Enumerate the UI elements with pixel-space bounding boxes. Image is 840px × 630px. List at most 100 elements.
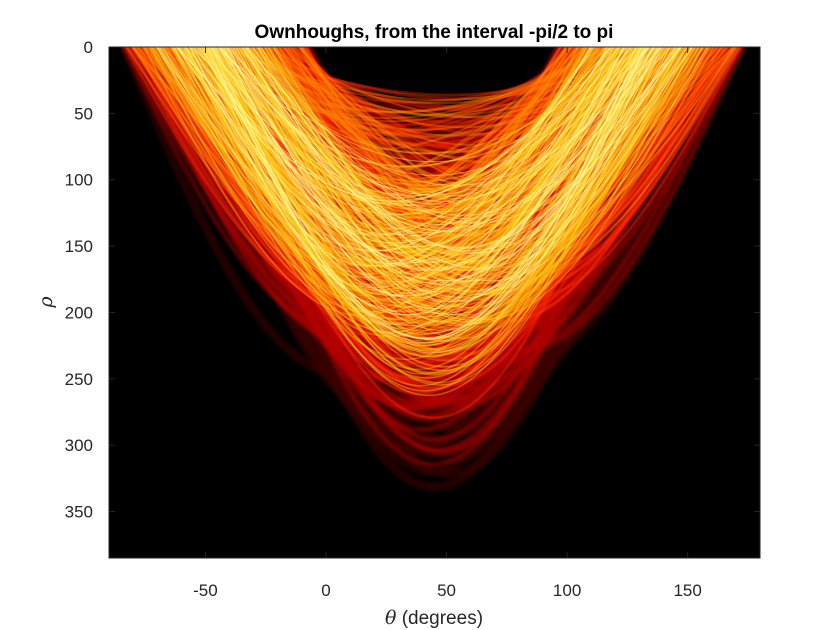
hough-curve xyxy=(245,47,684,338)
hough-curve xyxy=(217,47,653,376)
hough-curve xyxy=(226,47,664,369)
hough-curve xyxy=(218,47,657,350)
hough-curve xyxy=(285,47,724,239)
hough-curve xyxy=(150,47,587,197)
accumulator-layer-4 xyxy=(143,47,711,397)
hough-curve xyxy=(206,47,643,220)
hough-curve xyxy=(147,47,586,292)
hough-curve xyxy=(247,47,686,285)
hough-curve xyxy=(157,47,595,320)
hough-curve xyxy=(141,47,578,235)
hough-curve xyxy=(206,47,643,155)
hough-curve xyxy=(162,47,600,322)
hough-curve xyxy=(150,47,588,297)
hough-curve xyxy=(218,47,658,105)
hough-curve xyxy=(228,47,665,343)
hough-curve xyxy=(159,47,597,288)
hough-curve xyxy=(243,47,683,188)
hough-curve xyxy=(244,47,681,327)
accumulator-layer-1 xyxy=(120,47,746,467)
hough-curve xyxy=(183,47,622,225)
hough-curve xyxy=(192,47,630,264)
hough-curve xyxy=(297,47,736,278)
hough-curve xyxy=(298,47,737,194)
hough-curve xyxy=(235,47,676,327)
hough-curve xyxy=(183,47,624,133)
hough-curve xyxy=(191,47,628,279)
hough-curve xyxy=(265,47,704,236)
hough-curve xyxy=(190,47,629,365)
hough-curve xyxy=(165,47,603,325)
hough-curve xyxy=(182,47,621,338)
hough-curve xyxy=(198,47,635,336)
hough-curve xyxy=(175,47,612,285)
hough-curve xyxy=(271,47,709,300)
hough-curve xyxy=(151,47,588,275)
y-tick-label: 0 xyxy=(84,38,93,57)
hough-curve xyxy=(181,47,618,274)
hough-curve xyxy=(201,47,639,248)
hough-curve xyxy=(235,47,673,236)
hough-curve xyxy=(233,47,671,360)
hough-curve xyxy=(237,47,681,101)
hough-curve xyxy=(218,47,654,350)
hough-curve xyxy=(300,47,738,245)
hough-curve xyxy=(264,47,703,177)
hough-curve xyxy=(210,47,648,294)
hough-curve xyxy=(199,47,638,281)
hough-curve xyxy=(244,47,681,317)
hough-curve xyxy=(185,47,628,113)
hough-curve xyxy=(270,47,710,136)
hough-curve xyxy=(169,47,606,267)
hough-curve xyxy=(231,47,670,324)
hough-curve xyxy=(140,47,578,313)
hough-curve xyxy=(211,47,649,390)
hough-curve xyxy=(179,47,617,283)
hough-curve xyxy=(209,47,646,351)
hough-curve xyxy=(227,47,665,266)
hough-curve xyxy=(165,47,604,290)
hough-curve xyxy=(291,47,729,277)
hough-curve xyxy=(224,47,662,353)
hough-accumulator-image xyxy=(119,47,747,492)
hough-curve xyxy=(201,47,639,211)
hough-curve xyxy=(215,47,652,374)
hough-curve xyxy=(166,47,605,258)
hough-curve xyxy=(214,47,651,340)
hough-curve xyxy=(142,47,581,231)
hough-curve xyxy=(243,47,680,311)
hough-curve xyxy=(212,47,649,358)
hough-curve xyxy=(139,47,577,287)
hough-curve xyxy=(179,47,616,206)
hough-curve xyxy=(176,47,613,281)
hough-curve xyxy=(250,47,692,109)
hough-curve xyxy=(236,47,674,137)
hough-curve xyxy=(236,47,674,317)
hough-curve xyxy=(184,47,621,243)
hough-curve xyxy=(125,47,563,265)
hough-curve xyxy=(132,47,570,271)
hough-curve xyxy=(183,47,620,253)
hough-curve xyxy=(153,47,591,253)
hough-curve xyxy=(206,47,643,212)
hough-curve xyxy=(192,47,630,283)
hough-curve xyxy=(227,47,664,295)
hough-curve xyxy=(132,47,570,214)
hough-curve xyxy=(146,47,585,262)
hough-curve xyxy=(150,47,589,196)
hough-curve xyxy=(169,47,607,290)
hough-curve xyxy=(232,47,673,124)
hough-curve xyxy=(147,47,585,262)
hough-curve xyxy=(194,47,632,200)
hough-curve xyxy=(220,47,657,340)
hough-curve xyxy=(240,47,678,236)
hough-curve xyxy=(261,47,701,154)
hough-curve xyxy=(154,47,591,220)
hough-curve xyxy=(208,47,644,219)
hough-curve xyxy=(142,47,580,210)
hough-curve xyxy=(169,47,607,318)
x-axis-label: θ (degrees) xyxy=(385,607,483,629)
hough-curve xyxy=(271,47,709,296)
hough-curve xyxy=(137,47,574,236)
